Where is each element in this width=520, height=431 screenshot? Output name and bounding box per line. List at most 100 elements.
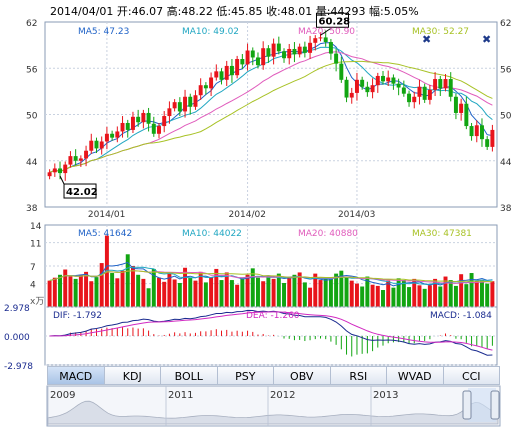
candle-body bbox=[203, 85, 208, 89]
volume-legend-ma20: MA20: 40880 bbox=[298, 229, 358, 239]
volume-tick: 4 bbox=[30, 281, 36, 291]
candle-body bbox=[157, 126, 161, 134]
volume-bar bbox=[130, 266, 135, 307]
close-value: 48.01 bbox=[280, 5, 313, 18]
candle-body bbox=[396, 83, 401, 88]
volume-bar bbox=[448, 280, 453, 307]
price-tick-left: 50 bbox=[26, 112, 38, 122]
candle-body bbox=[250, 50, 255, 58]
date-tick: 2014/01 bbox=[88, 210, 125, 220]
price-tick-left: 62 bbox=[26, 19, 37, 29]
tab-psy[interactable]: PSY bbox=[217, 366, 274, 385]
candle-body bbox=[365, 86, 370, 93]
volume-bar bbox=[334, 273, 339, 307]
candle-body bbox=[354, 79, 359, 93]
volume-bar bbox=[151, 268, 156, 307]
price-legend-ma10: MA10: 49.02 bbox=[182, 27, 239, 37]
candle-body bbox=[453, 96, 458, 113]
navigator-right-handle[interactable] bbox=[490, 390, 500, 420]
candle-body bbox=[334, 53, 339, 64]
candle-body bbox=[349, 92, 354, 98]
tab-kdj[interactable]: KDJ bbox=[104, 366, 161, 385]
candle-body bbox=[104, 133, 109, 142]
price-legend-ma30: MA30: 52.27 bbox=[412, 27, 469, 37]
tab-obv[interactable]: OBV bbox=[274, 366, 331, 385]
candle-body bbox=[308, 42, 313, 53]
macd-lines bbox=[49, 309, 493, 356]
candle-body bbox=[146, 112, 151, 124]
candle-body bbox=[266, 48, 271, 57]
candle-body bbox=[240, 59, 245, 65]
candle-body bbox=[459, 103, 464, 113]
volume-bar bbox=[308, 287, 313, 307]
volume-tick: 7 bbox=[30, 263, 36, 273]
candle-body bbox=[375, 75, 380, 86]
volume-bar bbox=[63, 269, 68, 307]
volume-bar bbox=[297, 272, 302, 307]
navigator-year-label: 2013 bbox=[373, 390, 398, 401]
volume-bar bbox=[193, 280, 198, 307]
candle-body bbox=[328, 42, 333, 54]
candle-body bbox=[391, 77, 396, 84]
macd-legend-dea: DEA: -1.260 bbox=[246, 311, 300, 321]
volume-bar bbox=[167, 273, 172, 307]
volume-bar bbox=[157, 277, 161, 307]
tab-wvad[interactable]: WVAD bbox=[387, 366, 444, 385]
high-label: 高: bbox=[166, 5, 182, 18]
candle-body bbox=[52, 168, 57, 173]
volume-bar bbox=[235, 284, 240, 307]
open-value: 46.07 bbox=[131, 5, 164, 18]
high-value: 48.22 bbox=[181, 5, 213, 18]
volume-bar bbox=[136, 274, 141, 307]
volume-bar bbox=[266, 275, 271, 307]
volume-bar bbox=[391, 287, 396, 307]
volume-label: 量: bbox=[315, 5, 331, 18]
tab-cci[interactable]: CCI bbox=[443, 366, 500, 385]
volume-ma-lines bbox=[49, 261, 493, 287]
price-legend-ma20: MA20: 50.90 bbox=[298, 27, 355, 37]
volume-bar bbox=[417, 285, 422, 307]
volume-bar bbox=[453, 285, 458, 307]
open-label: 开: bbox=[116, 5, 132, 18]
candle-body bbox=[255, 57, 260, 66]
volume-bar bbox=[287, 278, 292, 307]
candle-body bbox=[162, 116, 167, 127]
candle-body bbox=[110, 133, 115, 138]
tab-macd[interactable]: MACD bbox=[47, 366, 105, 385]
candle-body bbox=[485, 139, 490, 147]
candle-body bbox=[84, 150, 89, 159]
candle-body bbox=[401, 87, 406, 94]
tab-boll[interactable]: BOLL bbox=[161, 366, 218, 385]
candle-body bbox=[136, 116, 141, 123]
candle-body bbox=[63, 164, 68, 174]
volume-bar bbox=[443, 276, 448, 307]
candle-body bbox=[474, 125, 479, 137]
volume-bar bbox=[229, 280, 234, 307]
macd-legend: DIF: -1.792 DEA: -1.260 MACD: -1.084 bbox=[53, 311, 492, 321]
candle-body bbox=[229, 65, 234, 76]
volume-bar bbox=[354, 283, 359, 307]
volume-tick: 14 bbox=[30, 222, 42, 232]
navigator-axis: 2009 2011 2012 2013 bbox=[47, 386, 398, 426]
ma30-line bbox=[49, 60, 493, 173]
volume-bar bbox=[349, 280, 354, 307]
price-axis: 38 38 44 44 50 50 56 56 62 62 bbox=[26, 19, 512, 214]
volume-bar bbox=[313, 273, 318, 307]
volume-bar bbox=[339, 270, 344, 307]
candle-body bbox=[287, 48, 292, 59]
candle-body bbox=[490, 129, 495, 147]
candle-body bbox=[297, 46, 302, 55]
volume-bar bbox=[120, 270, 125, 307]
price-tick-right: 56 bbox=[500, 65, 512, 75]
macd-tick: 2.978 bbox=[4, 304, 30, 314]
dea-line bbox=[49, 311, 493, 351]
volume-bar bbox=[58, 274, 63, 307]
candle-body bbox=[73, 156, 78, 161]
candle-body bbox=[115, 131, 120, 138]
tab-rsi[interactable]: RSI bbox=[330, 366, 387, 385]
candle-body bbox=[58, 168, 63, 174]
candle-body bbox=[172, 102, 177, 109]
navigator-left-handle[interactable] bbox=[462, 390, 472, 420]
navigator-area bbox=[47, 400, 499, 425]
